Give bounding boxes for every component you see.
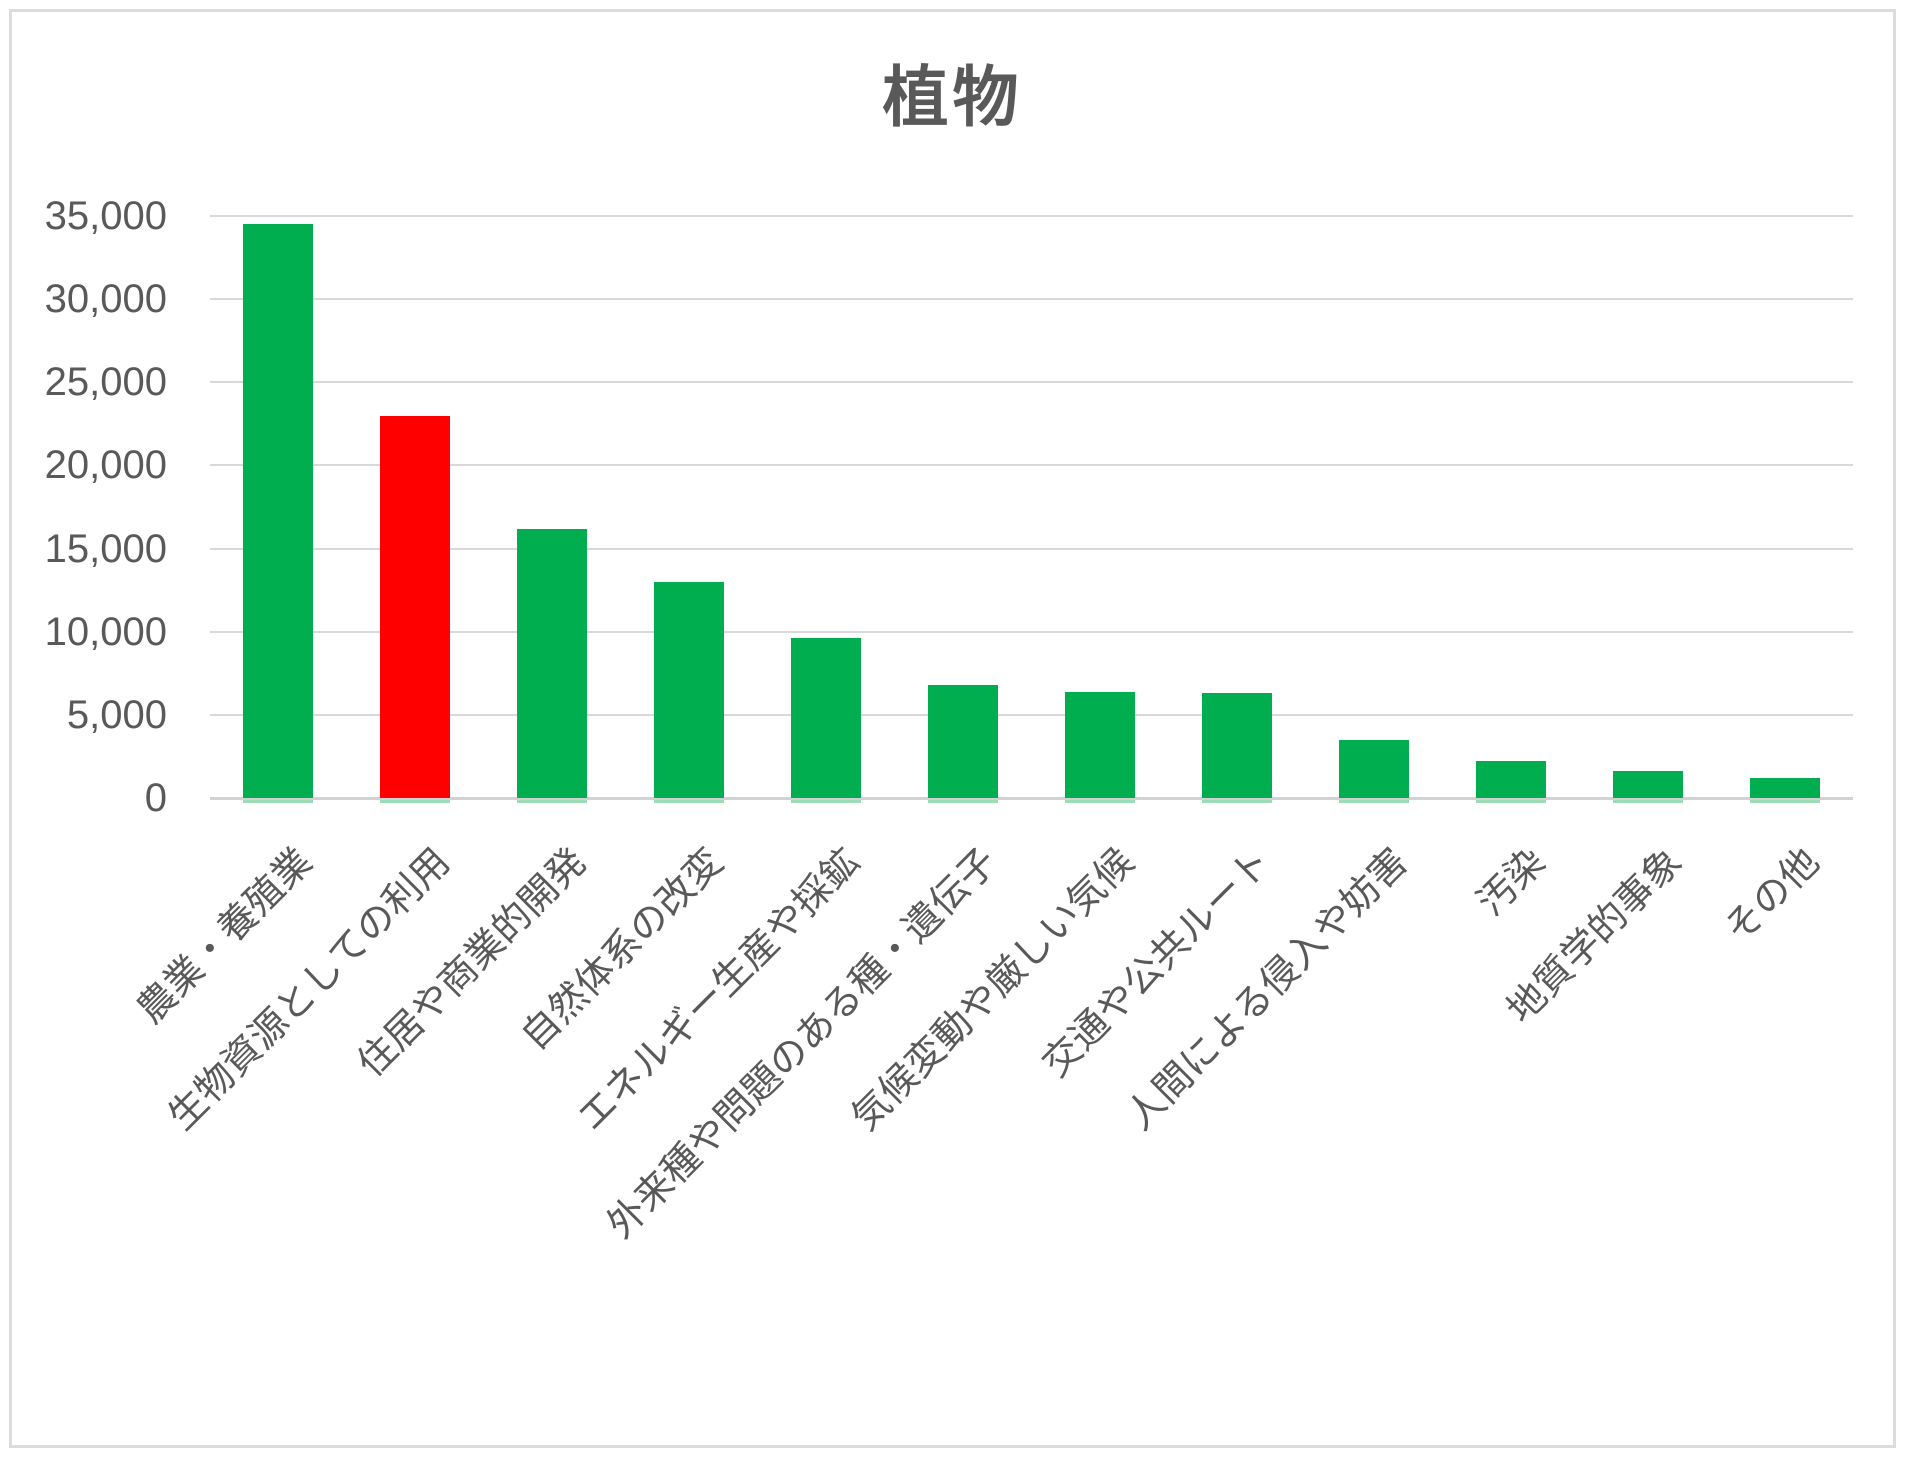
x-axis-line bbox=[210, 796, 1853, 800]
bar bbox=[1612, 771, 1683, 798]
bar bbox=[928, 684, 999, 798]
bar bbox=[517, 528, 588, 798]
y-axis-tick-label: 25,000 bbox=[44, 360, 167, 405]
bar-base-strip bbox=[1612, 800, 1683, 803]
x-axis-label: その他 bbox=[1716, 840, 1827, 952]
bar bbox=[1201, 693, 1272, 798]
gridline bbox=[210, 215, 1853, 217]
bar-base-strip bbox=[791, 800, 862, 803]
gridline bbox=[210, 464, 1853, 467]
gridline bbox=[210, 713, 1853, 716]
bar bbox=[654, 581, 725, 798]
bar-base-strip bbox=[654, 800, 725, 803]
x-axis-label: 汚染 bbox=[1469, 840, 1554, 925]
y-axis-tick-label: 10,000 bbox=[44, 609, 167, 654]
y-axis-tick-label: 30,000 bbox=[44, 277, 167, 322]
x-axis-label: 人間による侵入や妨害 bbox=[1118, 840, 1417, 1139]
chart-title: 植物 bbox=[882, 60, 1023, 134]
x-axis-label: 交通や公共ルート bbox=[1034, 840, 1280, 1086]
y-axis-tick-label: 15,000 bbox=[44, 526, 167, 571]
bar-base-strip bbox=[243, 800, 314, 803]
y-axis-tick-label: 5,000 bbox=[66, 692, 167, 737]
y-axis-tick-label: 0 bbox=[144, 776, 167, 820]
bar bbox=[791, 638, 862, 798]
bar-base-strip bbox=[1064, 800, 1135, 803]
bar bbox=[243, 224, 314, 798]
gridline bbox=[210, 630, 1853, 633]
gridline bbox=[210, 547, 1853, 550]
bar-base-strip bbox=[1475, 800, 1546, 803]
bar bbox=[1749, 778, 1820, 798]
bar-base-strip bbox=[1338, 800, 1409, 803]
bar bbox=[1475, 760, 1546, 798]
x-axis-label: 住居や商業的開発 bbox=[350, 840, 595, 1086]
bar-base-strip bbox=[928, 800, 999, 803]
gridline bbox=[210, 381, 1853, 384]
bar-base-strip bbox=[380, 800, 451, 803]
bar bbox=[1064, 691, 1135, 798]
bar-base-strip bbox=[1749, 800, 1820, 803]
bar bbox=[380, 415, 451, 798]
bar bbox=[1338, 739, 1409, 798]
y-axis-tick-label: 20,000 bbox=[44, 443, 167, 488]
y-axis-tick-label: 35,000 bbox=[44, 194, 167, 238]
bar-base-strip bbox=[517, 800, 588, 803]
bar-base-strip bbox=[1201, 800, 1272, 803]
gridline bbox=[210, 298, 1853, 301]
